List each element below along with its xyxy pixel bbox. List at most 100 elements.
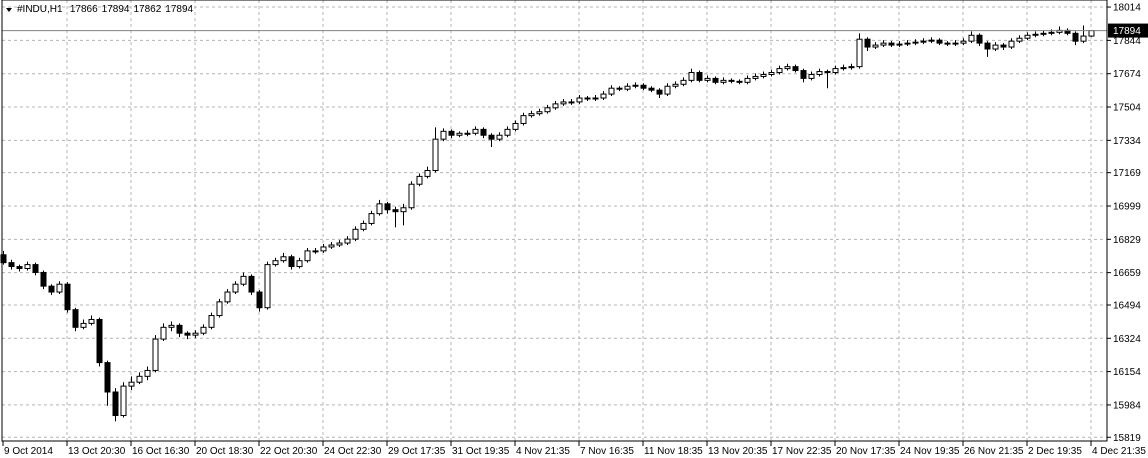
y-tick-label: 16494: [1113, 300, 1141, 311]
candle-body: [408, 183, 415, 209]
candle-body: [24, 264, 31, 270]
candle-body: [88, 318, 95, 324]
candle-body: [328, 244, 335, 248]
candle-body: [232, 283, 239, 293]
x-tick-label: 9 Oct 2014: [4, 446, 53, 457]
candle-body: [744, 77, 751, 83]
candle-body: [512, 122, 519, 130]
candle-body: [680, 79, 687, 85]
x-tick-label: 31 Oct 19:35: [452, 446, 510, 457]
y-tick-label: 16659: [1113, 268, 1141, 279]
candle-body: [824, 71, 831, 74]
candle-body: [536, 111, 543, 115]
candle-body: [440, 130, 447, 140]
y-tick-label: 17169: [1113, 168, 1141, 179]
candle-body: [760, 73, 767, 77]
candle-body: [896, 43, 903, 46]
candle-body: [912, 41, 919, 44]
candle-body: [280, 256, 287, 262]
candle-body: [352, 228, 359, 240]
candle-body: [1088, 30, 1095, 37]
candle-body: [1040, 32, 1047, 35]
candle-body: [872, 44, 879, 48]
candle-body: [248, 275, 255, 293]
x-tick-label: 4 Nov 21:35: [516, 446, 570, 457]
candle-body: [560, 101, 567, 105]
candle-body: [952, 42, 959, 45]
candle-body: [888, 42, 895, 46]
candle-body: [112, 391, 119, 417]
candle-body: [224, 291, 231, 303]
candle-body: [800, 70, 807, 79]
candle-body: [0, 254, 7, 264]
candle-body: [624, 85, 631, 90]
candle-body: [176, 324, 183, 334]
candle-body: [32, 264, 39, 273]
high-value: 17894: [102, 4, 130, 15]
candle-body: [168, 324, 175, 328]
candle-body: [368, 213, 375, 224]
candle-body: [400, 207, 407, 213]
candle-body: [464, 132, 471, 135]
candle-body: [432, 138, 439, 172]
menu-triangle[interactable]: [6, 8, 12, 12]
candle-body: [544, 107, 551, 113]
y-tick-label: 16154: [1113, 367, 1141, 378]
candle-body: [632, 84, 639, 87]
x-tick-label: 4 Dec 21:35: [1092, 446, 1146, 457]
candle-body: [456, 132, 463, 136]
candle-body: [768, 72, 775, 75]
candle-body: [960, 40, 967, 44]
candle-body: [312, 250, 319, 253]
candle-body: [640, 84, 647, 89]
candle-body: [848, 66, 855, 69]
y-tick-label: 16829: [1113, 235, 1141, 246]
candle-body: [48, 285, 55, 293]
candle-body: [288, 256, 295, 268]
candle-body: [96, 318, 103, 364]
candle-body: [712, 77, 719, 83]
candle-body: [936, 39, 943, 44]
x-tick-label: 7 Nov 16:35: [580, 446, 634, 457]
candle-body: [656, 89, 663, 95]
plot-frame: [1, 0, 1108, 442]
candle-body: [472, 128, 479, 134]
candle-body: [304, 250, 311, 262]
candle-body: [192, 332, 199, 336]
candle-body: [616, 87, 623, 90]
y-tick-label: 18014: [1113, 3, 1141, 14]
candle-body: [104, 362, 111, 393]
candle-body: [240, 275, 247, 285]
candle-body: [1032, 33, 1039, 36]
candle-body: [784, 66, 791, 70]
candle-body: [968, 34, 975, 42]
candle-body: [648, 87, 655, 91]
candle-body: [664, 85, 671, 95]
candle-body: [40, 271, 47, 287]
x-tick-label: 22 Oct 20:30: [260, 446, 318, 457]
candle-body: [776, 68, 783, 74]
candle-body: [120, 385, 127, 417]
candle-body: [344, 238, 351, 244]
x-tick-label: 20 Nov 17:35: [836, 446, 896, 457]
candle-body: [992, 44, 999, 50]
candle-body: [1080, 35, 1087, 42]
candle-body: [480, 128, 487, 136]
candle-body: [728, 79, 735, 82]
candle-body: [696, 72, 703, 81]
candle-body: [56, 283, 63, 293]
low-value: 17862: [133, 4, 161, 15]
candle-body: [976, 34, 983, 44]
candle-body: [384, 203, 391, 211]
candle-body: [752, 75, 759, 79]
candle-body: [584, 97, 591, 100]
candle-body: [1048, 31, 1055, 34]
y-tick-label: 17504: [1113, 103, 1141, 114]
x-tick-label: 24 Oct 22:30: [324, 446, 382, 457]
candle-body: [320, 246, 327, 252]
candle-body: [704, 77, 711, 81]
x-tick-label: 17 Nov 22:35: [772, 446, 832, 457]
candle-body: [1016, 37, 1023, 42]
candle-body: [184, 332, 191, 336]
